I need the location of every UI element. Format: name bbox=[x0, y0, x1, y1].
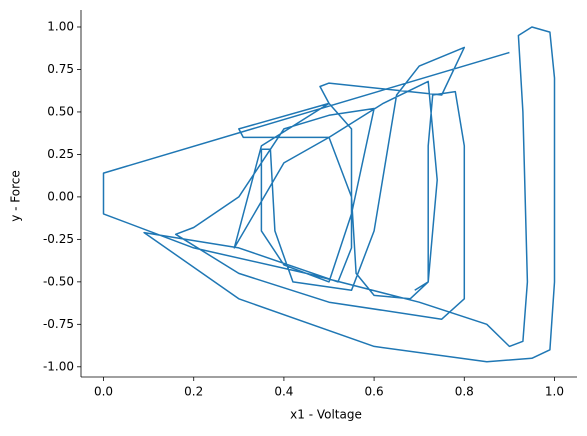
x-tick-label: 0.0 bbox=[94, 385, 113, 399]
y-tick-label: -0.75 bbox=[43, 317, 74, 331]
y-tick-label: 1.00 bbox=[47, 19, 74, 33]
x-tick-label: 0.6 bbox=[365, 385, 384, 399]
x-tick-label: 0.4 bbox=[274, 385, 293, 399]
y-axis-label: y - Force bbox=[9, 170, 23, 222]
x-tick-label: 1.0 bbox=[545, 385, 564, 399]
data-line bbox=[102, 26, 556, 363]
x-axis-label: x1 - Voltage bbox=[290, 408, 362, 422]
y-tick-label: -1.00 bbox=[43, 359, 74, 373]
x-tick-label: 0.8 bbox=[455, 385, 474, 399]
y-tick-label: -0.50 bbox=[43, 274, 74, 288]
y-tick-label: -0.25 bbox=[43, 232, 74, 246]
y-tick-label: 0.50 bbox=[47, 104, 74, 118]
y-tick-label: 0.75 bbox=[47, 62, 74, 76]
x-tick-label: 0.2 bbox=[184, 385, 203, 399]
y-tick-label: 0.25 bbox=[47, 147, 74, 161]
y-tick-label: 0.00 bbox=[47, 189, 74, 203]
